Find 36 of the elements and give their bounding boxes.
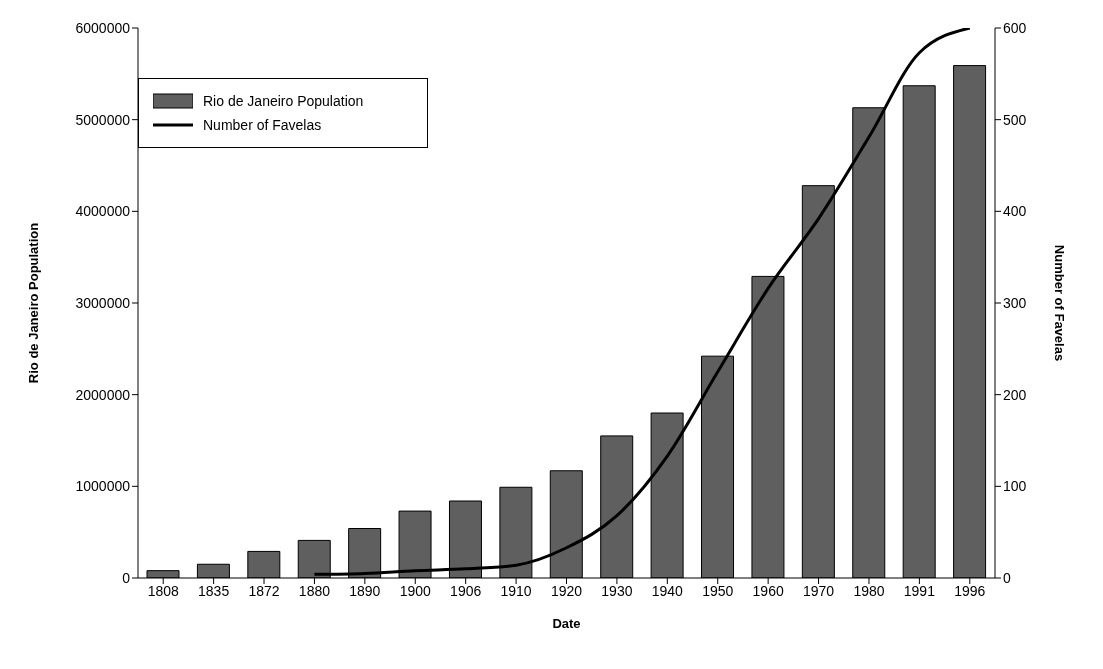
y2-axis-title: Number of Favelas	[1052, 244, 1068, 362]
y2-tick-label: 600	[1003, 19, 1027, 36]
y2-tick-label: 0	[1003, 569, 1011, 586]
x-tick-label: 1940	[651, 582, 684, 599]
x-tick-label: 1808	[147, 582, 179, 599]
y-tick-label: 3000000	[75, 294, 131, 311]
y-tick-label: 6000000	[75, 19, 131, 36]
y2-tick-label: 500	[1003, 111, 1027, 128]
x-tick-label: 1920	[550, 582, 583, 599]
x-tick-label: 1970	[802, 582, 835, 599]
y-tick-label: 5000000	[75, 111, 131, 128]
legend-label: Rio de Janeiro Population	[203, 93, 364, 109]
x-tick-label: 1930	[601, 582, 633, 599]
y-tick-label: 1000000	[75, 478, 131, 495]
x-tick-label: 1880	[298, 582, 331, 599]
legend-label: Number of Favelas	[203, 117, 322, 133]
x-tick-label: 1980	[853, 582, 885, 599]
y-tick-label: 2000000	[75, 386, 131, 403]
x-tick-label: 1996	[954, 582, 986, 599]
y-axis-title: Rio de Janeiro Population	[25, 222, 41, 384]
y2-tick-label: 100	[1003, 478, 1027, 495]
x-tick-label: 1991	[903, 582, 936, 599]
y2-tick-label: 200	[1003, 386, 1027, 403]
y2-tick-label: 300	[1003, 294, 1027, 311]
x-tick-label: 1906	[450, 582, 482, 599]
x-axis-title: Date	[552, 616, 581, 631]
x-tick-label: 1890	[349, 582, 381, 599]
x-tick-label: 1960	[752, 582, 784, 599]
y2-tick-label: 400	[1003, 203, 1027, 220]
y-tick-label: 0	[122, 569, 131, 586]
x-tick-label: 1872	[248, 582, 280, 599]
x-tick-label: 1910	[500, 582, 532, 599]
y-tick-label: 4000000	[75, 203, 131, 220]
x-tick-label: 1835	[198, 582, 230, 599]
x-tick-label: 1950	[702, 582, 734, 599]
x-tick-label: 1900	[399, 582, 432, 599]
